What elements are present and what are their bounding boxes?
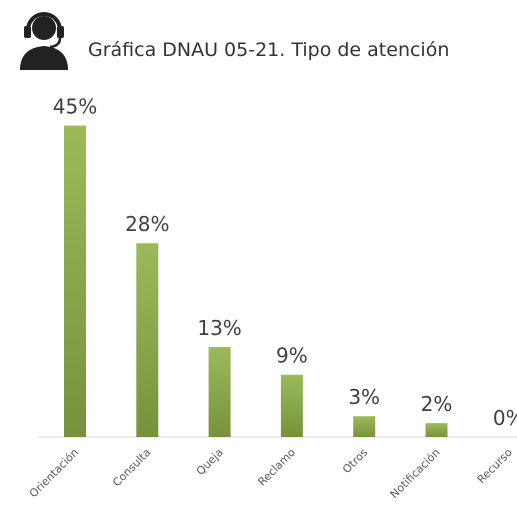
data-label: 9% [276, 344, 308, 368]
bar [353, 416, 376, 437]
bar [136, 243, 159, 437]
data-label: 0% [493, 406, 517, 430]
x-tick-label: Notificación [388, 446, 443, 501]
headset-icon [20, 12, 68, 70]
data-label: 3% [348, 385, 380, 409]
data-label: 2% [421, 392, 453, 416]
x-tick-label: Consulta [110, 446, 153, 489]
data-label: 28% [125, 212, 169, 236]
data-label: 13% [197, 316, 241, 340]
x-tick-label: Orientación [27, 446, 81, 500]
data-label: 45% [53, 95, 97, 119]
x-tick-label: Reclamo [255, 446, 298, 489]
x-tick-label: Otros [340, 446, 370, 476]
bar [64, 125, 86, 437]
x-tick-label: Recurso [475, 446, 515, 486]
bar [425, 423, 448, 437]
chart-title: Gráfica DNAU 05-21. Tipo de atención [88, 39, 449, 61]
bar [208, 347, 231, 437]
x-tick-label: Queja [194, 446, 226, 478]
bar [280, 374, 303, 437]
